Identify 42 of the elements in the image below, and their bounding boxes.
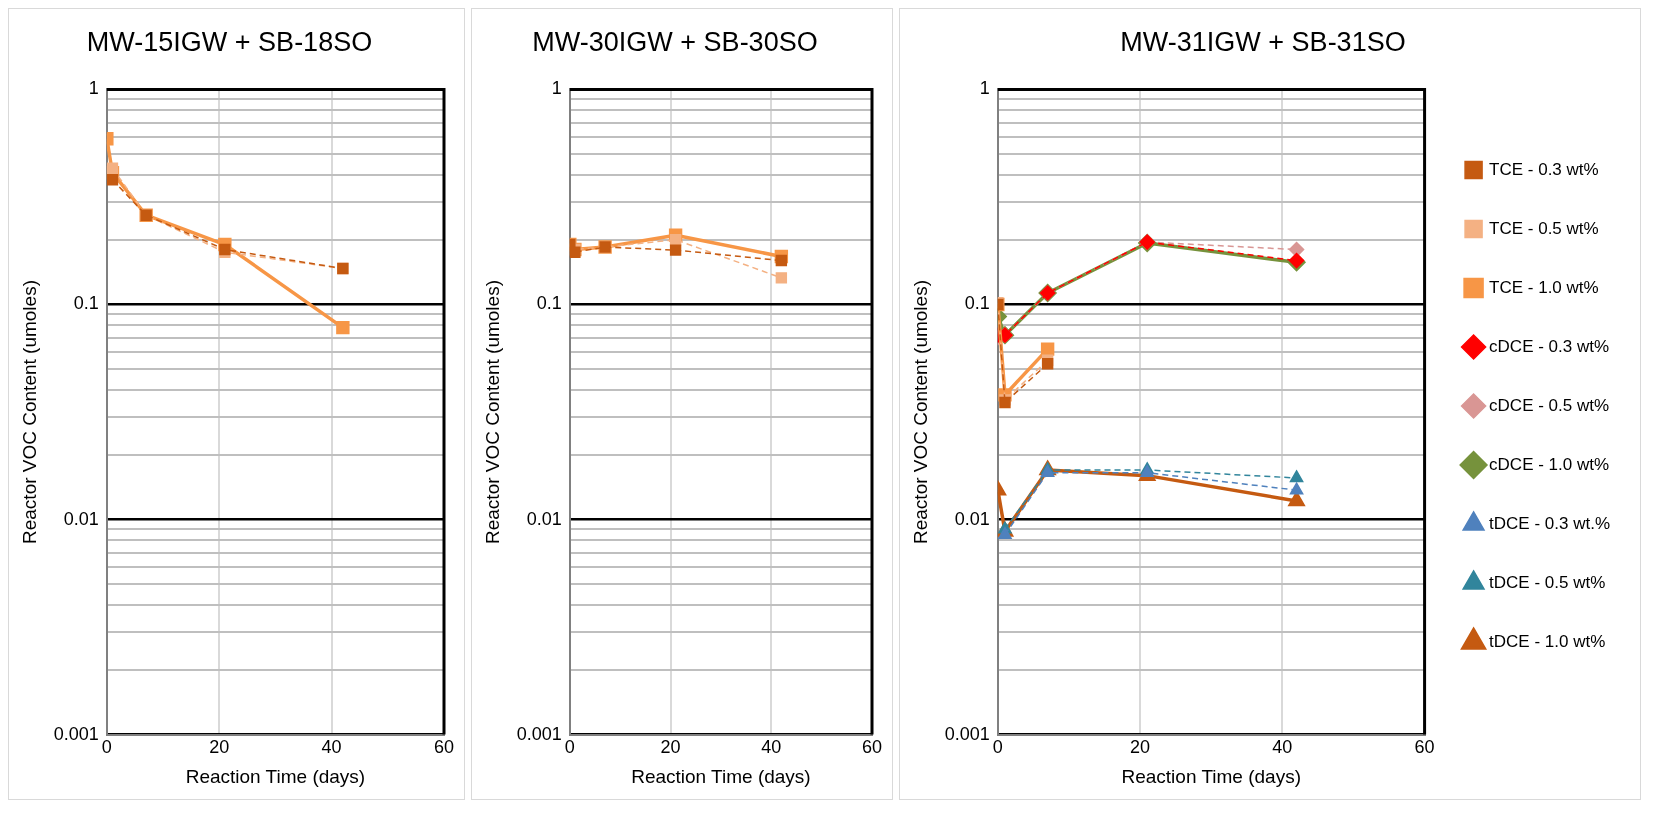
legend-label: tDCE - 1.0 wt%	[1489, 631, 1606, 651]
legend-label: tDCE - 0.5 wt%	[1489, 572, 1606, 592]
y-tick-label: 0.001	[53, 723, 99, 744]
legend-label: cDCE - 1.0 wt%	[1489, 454, 1610, 474]
y-tick-label: 1	[88, 78, 99, 99]
y-tick-label: 0.01	[526, 508, 562, 529]
y-tick-label: 0.1	[73, 293, 99, 314]
legend-label: tDCE - 0.3 wt.%	[1489, 513, 1610, 533]
x-tick-label: 20	[209, 737, 230, 758]
x-tick-label: 60	[433, 737, 455, 758]
y-tick-label: 0.001	[516, 723, 562, 744]
y-tick-label: 1	[979, 78, 990, 99]
x-axis-title: Reaction Time (days)	[185, 765, 366, 787]
chart-title: MW-30IGW + SB-30SO	[532, 26, 818, 57]
y-tick-label: 0.1	[536, 293, 562, 314]
x-tick-label: 20	[1130, 737, 1151, 758]
y-tick-label: 0.01	[954, 508, 990, 529]
x-tick-label: 60	[861, 737, 883, 758]
y-tick-label: 0.1	[964, 293, 990, 314]
x-axis-title: Reaction Time (days)	[631, 765, 811, 787]
x-tick-label: 40	[761, 737, 782, 758]
y-axis-title: Reactor VOC Content (umoles)	[909, 280, 931, 544]
x-tick-label: 40	[1272, 737, 1293, 758]
y-tick-label: 0.01	[63, 508, 99, 529]
chart-title: MW-31IGW + SB-31SO	[1120, 26, 1406, 57]
legend-label: cDCE - 0.5 wt%	[1489, 395, 1610, 415]
legend-label: TCE - 0.3 wt%	[1489, 159, 1599, 179]
chart-title: MW-15IGW + SB-18SO	[86, 26, 373, 57]
x-tick-label: 0	[992, 737, 1003, 758]
legend-label: cDCE - 0.3 wt%	[1489, 336, 1610, 356]
y-tick-label: 0.001	[944, 723, 990, 744]
y-tick-label: 1	[551, 78, 562, 99]
legend-label: TCE - 1.0 wt%	[1489, 277, 1599, 297]
x-tick-label: 60	[1414, 737, 1435, 758]
x-tick-label: 0	[564, 737, 575, 758]
legend-label: TCE - 0.5 wt%	[1489, 218, 1599, 238]
x-tick-label: 0	[101, 737, 112, 758]
x-tick-label: 20	[660, 737, 681, 758]
y-axis-title: Reactor VOC Content (umoles)	[481, 280, 503, 544]
x-axis-title: Reaction Time (days)	[1121, 765, 1301, 787]
x-tick-label: 40	[321, 737, 342, 758]
y-axis-title: Reactor VOC Content (umoles)	[18, 280, 40, 544]
